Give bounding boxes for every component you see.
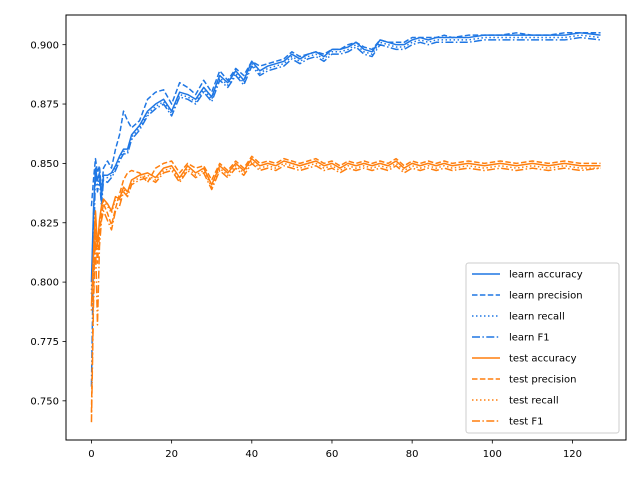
plot-frame [65,14,627,441]
series-line-learn-f1 [90,36,601,387]
y-tick-label: 0.800 [30,278,59,289]
y-tick-label: 0.900 [30,40,59,51]
series-line-test-accuracy [90,157,601,306]
series-line-test-recall [90,160,601,311]
legend-label-test-precision: test precision [509,375,577,386]
plot-lines [90,32,601,423]
y-tick-label: 0.750 [30,396,59,407]
series-line-test-precision [90,155,601,413]
legend-label-test-recall: test recall [509,396,559,407]
x-tick-label: 60 [326,449,339,460]
x-tick-label: 40 [245,449,258,460]
x-tick-label: 0 [88,449,94,460]
x-tick-label: 80 [406,449,419,460]
x-tick-label: 120 [563,449,582,460]
y-axis: 0.750 0.775 0.800 0.825 0.850 0.875 0.900 [30,40,66,407]
series-line-learn-accuracy [90,32,601,283]
legend-box [465,262,620,434]
legend-label-learn-recall: learn recall [509,312,565,323]
y-tick-label: 0.825 [30,218,59,229]
legend-label-learn-f1: learn F1 [509,333,550,344]
legend-label-learn-accuracy: learn accuracy [509,270,583,281]
y-tick-label: 0.775 [30,337,59,348]
legend-label-test-f1: test F1 [509,417,544,428]
legend: learn accuracy learn precision learn recal… [465,262,620,434]
legend-label-learn-precision: learn precision [509,291,583,302]
x-tick-label: 20 [165,449,178,460]
y-tick-label: 0.875 [30,100,59,111]
series-line-learn-precision [90,32,601,207]
legend-label-test-accuracy: test accuracy [509,354,577,365]
x-tick-label: 100 [483,449,502,460]
y-tick-label: 0.850 [30,159,59,170]
x-axis: 0 20 40 60 80 100 120 [88,440,582,460]
series-line-test-f1 [90,162,601,423]
